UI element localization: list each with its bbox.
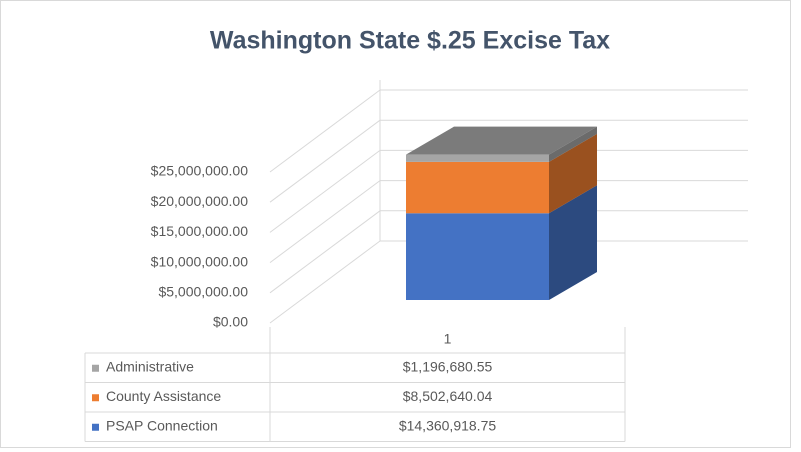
table-value: $8,502,640.04 bbox=[403, 388, 493, 404]
bar-front bbox=[406, 213, 549, 300]
bar-side-shade bbox=[549, 126, 597, 162]
bar-top-shade bbox=[406, 126, 597, 155]
y-tick-label: $20,000,000.00 bbox=[151, 193, 249, 209]
legend-label: PSAP Connection bbox=[106, 417, 218, 433]
legend-key bbox=[92, 394, 99, 402]
y-tick-label: $5,000,000.00 bbox=[158, 284, 248, 300]
bar-front bbox=[406, 154, 549, 162]
grid-line bbox=[269, 240, 381, 324]
y-tick-label: $25,000,000.00 bbox=[151, 163, 249, 179]
bar-top bbox=[406, 126, 597, 155]
legend-key bbox=[92, 423, 99, 431]
legend-key bbox=[92, 364, 99, 372]
chart-border bbox=[0, 0, 791, 448]
y-tick-label: $10,000,000.00 bbox=[151, 253, 249, 269]
bar-side-shade bbox=[549, 133, 597, 214]
grid-line bbox=[269, 89, 381, 173]
bar-front bbox=[406, 161, 549, 214]
y-tick-label: $15,000,000.00 bbox=[151, 223, 249, 239]
bar-side bbox=[549, 126, 597, 162]
grid-line bbox=[269, 119, 381, 203]
bar-side-shade bbox=[549, 185, 597, 300]
grid-line bbox=[269, 149, 381, 233]
legend-label: County Assistance bbox=[106, 388, 221, 404]
bar-side bbox=[549, 133, 597, 214]
grid-line bbox=[269, 210, 381, 294]
table-value: $1,196,680.55 bbox=[403, 358, 493, 374]
chart-title: Washington State $.25 Excise Tax bbox=[210, 27, 610, 55]
legend-label: Administrative bbox=[106, 358, 194, 374]
table-value: $14,360,918.75 bbox=[399, 417, 497, 433]
bar-side bbox=[549, 185, 597, 300]
x-tick-label: 1 bbox=[444, 331, 452, 347]
grid-line bbox=[269, 180, 381, 264]
y-tick-label: $0.00 bbox=[213, 314, 248, 330]
